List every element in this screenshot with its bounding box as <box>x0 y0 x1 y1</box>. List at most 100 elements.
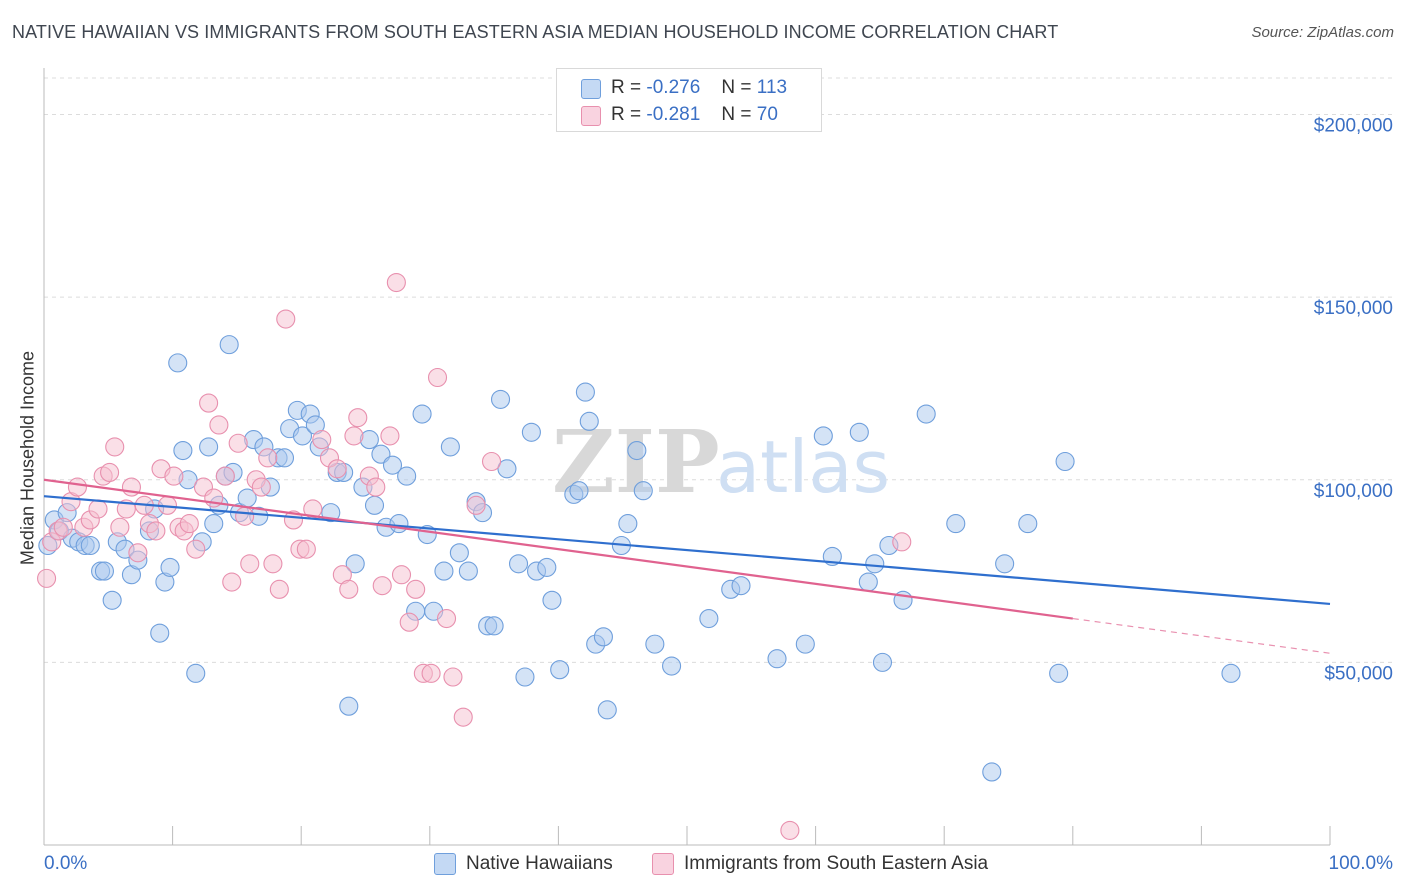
data-point-immigrant-se-asia <box>780 820 800 840</box>
legend-n-value: 113 <box>756 77 788 98</box>
data-point-immigrant-se-asia <box>164 466 184 486</box>
data-point-native-hawaiian <box>168 353 188 373</box>
trend-line-native-hawaiians <box>43 495 1331 606</box>
legend-n-value: 70 <box>756 104 778 125</box>
data-point-immigrant-se-asia <box>228 433 248 453</box>
data-point-native-hawaiian <box>618 514 638 534</box>
data-point-native-hawaiian <box>412 404 432 424</box>
x-tick-label: 100.0% <box>1329 853 1394 874</box>
legend-r-label: R = <box>611 104 642 125</box>
data-point-immigrant-se-asia <box>892 532 912 552</box>
data-point-native-hawaiian <box>508 554 529 574</box>
legend-swatch-blue <box>581 79 601 99</box>
data-point-immigrant-se-asia <box>327 459 347 479</box>
data-point-native-hawaiian <box>865 554 885 574</box>
data-point-immigrant-se-asia <box>269 579 289 599</box>
data-point-immigrant-se-asia <box>186 539 206 559</box>
data-point-immigrant-se-asia <box>215 466 235 486</box>
data-point-native-hawaiian <box>872 652 893 672</box>
data-point-native-hawaiian <box>339 696 359 716</box>
data-point-native-hawaiian <box>1221 663 1241 683</box>
y-tick-label: $200,000 <box>1314 116 1393 137</box>
data-point-native-hawaiian <box>1049 663 1069 683</box>
y-tick-label: $150,000 <box>1314 298 1393 319</box>
data-point-native-hawaiian <box>173 440 193 461</box>
data-point-native-hawaiian <box>662 656 682 676</box>
chart-title: NATIVE HAWAIIAN VS IMMIGRANTS FROM SOUTH… <box>12 22 1059 42</box>
data-point-native-hawaiian <box>645 634 665 654</box>
data-point-immigrant-se-asia <box>296 539 316 559</box>
axes <box>43 68 1331 846</box>
data-point-immigrant-se-asia <box>344 426 364 446</box>
data-point-immigrant-se-asia <box>222 572 242 592</box>
data-point-immigrant-se-asia <box>105 437 125 457</box>
data-point-native-hawaiian <box>382 455 403 475</box>
data-point-native-hawaiian <box>813 426 833 446</box>
data-point-native-hawaiian <box>102 590 122 610</box>
data-point-immigrant-se-asia <box>443 667 463 687</box>
bottom-legend-swatch-blue <box>434 853 456 875</box>
data-point-immigrant-se-asia <box>436 609 457 629</box>
source-label: Source: ZipAtlas.com <box>1251 24 1394 41</box>
data-point-immigrant-se-asia <box>283 510 304 530</box>
data-point-native-hawaiian <box>731 576 751 596</box>
data-point-immigrant-se-asia <box>263 554 283 574</box>
data-point-native-hawaiian <box>497 459 517 479</box>
data-point-immigrant-se-asia <box>209 415 229 435</box>
data-point-native-hawaiian <box>458 561 478 581</box>
y-tick-label: $50,000 <box>1324 663 1393 684</box>
data-point-native-hawaiian <box>982 762 1002 782</box>
data-point-native-hawaiian <box>542 590 562 610</box>
data-point-immigrant-se-asia <box>199 393 219 413</box>
data-point-immigrant-se-asia <box>348 408 368 428</box>
watermark: ZIP atlas <box>552 412 890 513</box>
data-point-immigrant-se-asia <box>380 426 400 446</box>
series-immigrants-se-asia <box>37 272 912 840</box>
data-point-immigrant-se-asia <box>53 517 73 537</box>
data-point-native-hawaiian <box>490 389 511 409</box>
data-point-native-hawaiian <box>364 495 385 515</box>
data-point-native-hawaiian <box>371 444 391 464</box>
y-tick-label: $100,000 <box>1314 481 1393 502</box>
data-point-native-hawaiian <box>633 481 653 501</box>
bottom-legend-label: Immigrants from South Eastern Asia <box>684 853 989 874</box>
data-point-immigrant-se-asia <box>339 579 359 599</box>
data-point-native-hawaiian <box>521 422 541 442</box>
data-point-native-hawaiian <box>946 514 966 534</box>
series-native-hawaiians <box>38 335 1241 782</box>
data-point-native-hawaiian <box>916 404 936 424</box>
bottom-legend-label: Native Hawaiians <box>466 853 613 874</box>
data-point-immigrant-se-asia <box>481 451 502 472</box>
legend-r-value: -0.276 <box>646 77 701 98</box>
data-point-native-hawaiian <box>849 422 869 442</box>
data-point-native-hawaiian <box>579 411 599 431</box>
data-point-immigrant-se-asia <box>179 514 199 534</box>
data-point-immigrant-se-asia <box>258 448 278 468</box>
data-point-immigrant-se-asia <box>366 477 386 497</box>
data-point-immigrant-se-asia <box>406 579 426 599</box>
data-point-immigrant-se-asia <box>391 565 412 585</box>
data-point-native-hawaiian <box>569 481 589 501</box>
data-point-native-hawaiian <box>274 448 295 468</box>
data-point-native-hawaiian <box>434 561 454 581</box>
data-point-immigrant-se-asia <box>37 568 57 588</box>
data-point-native-hawaiian <box>1055 451 1075 472</box>
bottom-legend-swatch-pink <box>652 853 674 875</box>
data-point-native-hawaiian <box>94 561 114 581</box>
data-point-immigrant-se-asia <box>386 272 406 293</box>
data-point-native-hawaiian <box>397 466 417 486</box>
data-point-native-hawaiian <box>204 514 224 534</box>
data-point-native-hawaiian <box>593 627 613 647</box>
data-point-native-hawaiian <box>858 572 878 592</box>
legend-r-value: -0.281 <box>646 104 701 125</box>
data-point-native-hawaiian <box>1018 514 1038 534</box>
data-point-native-hawaiian <box>515 667 535 687</box>
data-point-native-hawaiian <box>795 634 815 654</box>
x-tick-label: 0.0% <box>44 853 87 874</box>
data-point-native-hawaiian <box>550 660 570 680</box>
data-point-native-hawaiian <box>995 554 1015 574</box>
data-point-native-hawaiian <box>597 700 617 720</box>
data-point-native-hawaiian <box>484 616 504 636</box>
legend-r-label: R = <box>611 77 642 98</box>
